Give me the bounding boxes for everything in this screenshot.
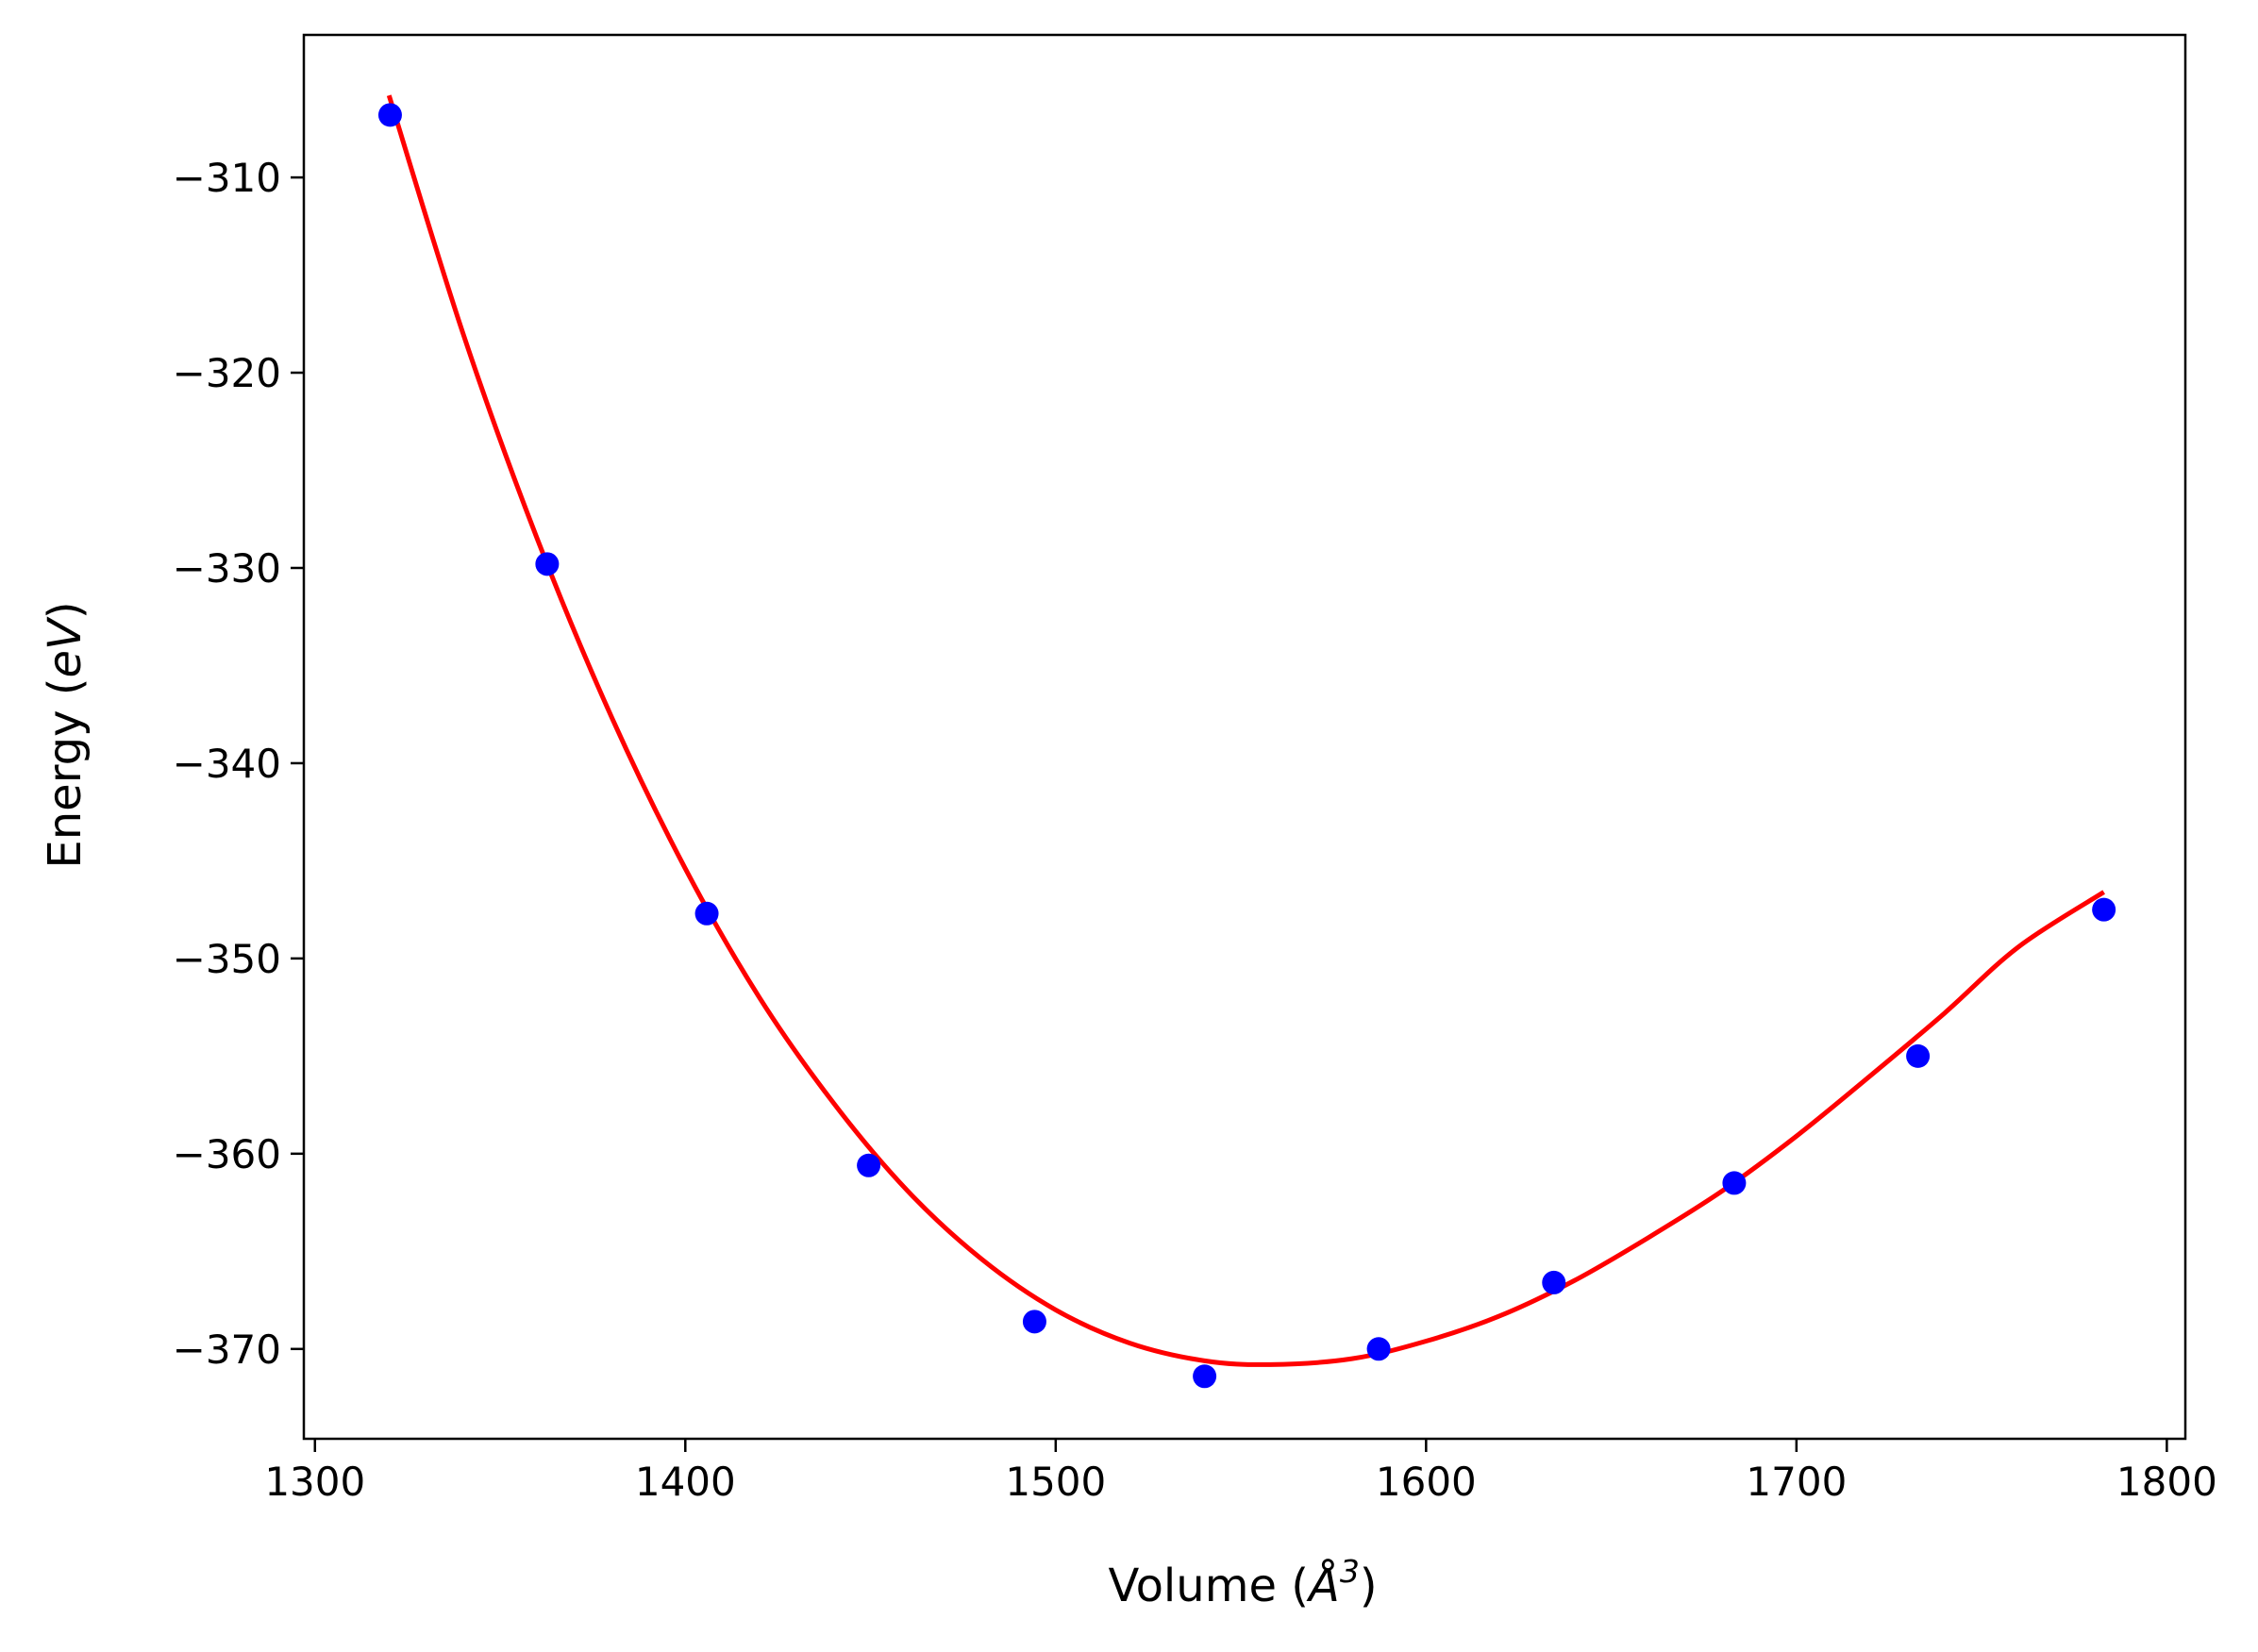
data-point [1022, 1310, 1046, 1334]
data-points-layer [377, 103, 2116, 1389]
data-point [1542, 1270, 1566, 1294]
plot-frame [302, 33, 2187, 1441]
data-point [1366, 1337, 1391, 1361]
data-point [1193, 1364, 1217, 1389]
y-tick-label: −370 [173, 1327, 281, 1373]
data-point [2092, 897, 2116, 922]
x-tick-label: 1400 [635, 1459, 736, 1505]
data-point [857, 1153, 881, 1177]
data-point [694, 901, 719, 926]
data-point [1722, 1171, 1747, 1195]
data-point [1906, 1043, 1931, 1068]
x-tick-label: 1500 [1005, 1459, 1106, 1505]
data-point [535, 552, 560, 576]
x-tick-label: 1600 [1376, 1459, 1477, 1505]
y-tick-label: −340 [173, 741, 281, 787]
x-tick-label: 1800 [2116, 1459, 2217, 1505]
y-tick-label: −330 [173, 545, 281, 592]
y-tick-label: −310 [173, 155, 281, 201]
y-tick-label: −350 [173, 936, 281, 982]
x-axis-label: Volume (Å3) [1108, 1553, 1377, 1612]
x-tick-label: 1300 [264, 1459, 365, 1505]
axis-ticks: 1300 1400 1500 1600 1700 1800 −310 −320 −330 −340… [173, 155, 2217, 1505]
y-tick-label: −320 [173, 350, 281, 396]
fit-curve-line [386, 94, 2105, 1367]
fit-curve-layer [386, 94, 2105, 1367]
y-axis-label: Energy (eV) [39, 601, 92, 868]
data-point [377, 103, 402, 127]
x-tick-label: 1700 [1746, 1459, 1847, 1505]
y-tick-label: −360 [173, 1131, 281, 1177]
